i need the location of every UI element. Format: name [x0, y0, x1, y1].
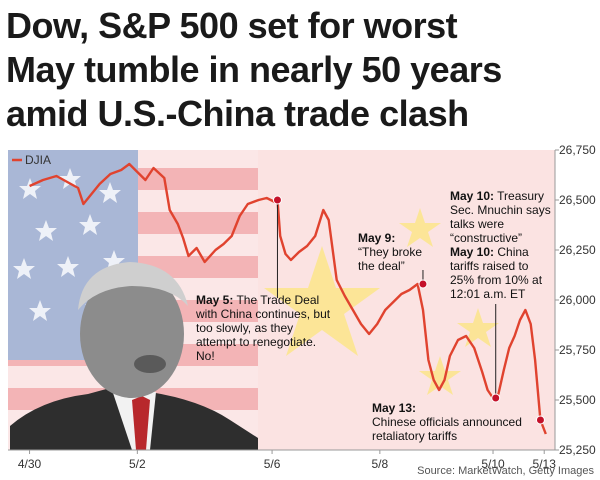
- star-icon: [57, 256, 79, 277]
- annotation-line: talks were: [450, 217, 504, 231]
- x-tick-label: 4/30: [18, 457, 42, 471]
- y-tick-label: 25,250: [559, 443, 596, 457]
- legend-label: DJIA: [25, 153, 51, 167]
- event-marker: [535, 415, 545, 425]
- annotation-line: tariffs raised to: [450, 259, 529, 273]
- star-icon: [35, 220, 57, 241]
- marker-layer: [272, 195, 545, 425]
- x-tick-label: 5/2: [129, 457, 146, 471]
- annotation-line: the deal”: [358, 259, 405, 273]
- star-icon: [19, 178, 41, 199]
- annotation-may9: May 9: “They broke the deal”: [358, 231, 422, 273]
- star-icon: [399, 208, 441, 247]
- x-tick-label: 5/6: [264, 457, 281, 471]
- star-icon: [59, 168, 81, 189]
- y-tick-label: 25,500: [559, 393, 596, 407]
- annotation-line: May 10: Treasury: [450, 189, 544, 203]
- event-marker: [418, 279, 428, 289]
- x-tick-label: 5/13: [533, 457, 557, 471]
- headline-line-1: Dow, S&P 500 set for worst: [6, 5, 458, 46]
- event-marker: [272, 195, 282, 205]
- annotation-line: Chinese officials announced: [372, 415, 522, 429]
- annotation-line: “constructive”: [450, 231, 522, 245]
- y-tick-label: 25,750: [559, 343, 596, 357]
- annotation-line: too slowly, as they: [196, 321, 293, 335]
- annotation-line: with China continues, but: [195, 307, 331, 321]
- china-flag-stars: [264, 208, 499, 395]
- annotation-line: No!: [196, 349, 215, 363]
- y-tick-label: 26,500: [559, 193, 596, 207]
- y-tick-label: 26,250: [559, 243, 596, 257]
- annotation-line: 25% from 10% at: [450, 273, 543, 287]
- headline: Dow, S&P 500 set for worst May tumble in…: [6, 4, 596, 136]
- legend: DJIA: [12, 153, 51, 167]
- x-tick-label: 5/8: [372, 457, 389, 471]
- annotation-may10b: May 10: China tariffs raised to 25% from 1…: [450, 245, 543, 301]
- annotation-line: “They broke: [358, 245, 422, 259]
- headline-line-3: amid U.S.-China trade clash: [6, 93, 469, 134]
- annotation-may13: May 13: Chinese officials announced retali…: [372, 401, 522, 443]
- star-icon: [457, 308, 499, 347]
- star-icon: [99, 182, 121, 203]
- annotation-line: May 13:: [372, 401, 416, 415]
- headline-line-2: May tumble in nearly 50 years: [6, 49, 502, 90]
- x-tick-label: 5/10: [481, 457, 505, 471]
- series-layer: [29, 162, 547, 435]
- star-icon: [29, 300, 51, 321]
- y-tick-label: 26,750: [559, 143, 596, 157]
- djia-chart: 25,250 25,500 25,750 26,000 26,250 26,500 26,7…: [8, 143, 596, 477]
- annotation-line: May 10: China: [450, 245, 529, 259]
- source-credit: Source: MarketWatch, Getty Images: [417, 465, 594, 477]
- star-icon: [79, 214, 101, 235]
- annotation-line: Sec. Mnuchin says: [450, 203, 551, 217]
- annotation-may5: May 5: The Trade Deal with China continue…: [195, 293, 331, 363]
- annotation-line: May 5: The Trade Deal: [196, 293, 319, 307]
- portrait-tie: [132, 396, 150, 450]
- event-marker: [491, 393, 501, 403]
- annotation-may10a: May 10: Treasury Sec. Mnuchin says talks w…: [450, 189, 551, 245]
- djia-line: [29, 162, 547, 435]
- annotation-line: attempt to renegotiate.: [196, 335, 316, 349]
- annotation-line: 12:01 a.m. ET: [450, 287, 526, 301]
- y-tick-label: 26,000: [559, 293, 596, 307]
- star-icon: [419, 356, 461, 395]
- star-icon: [13, 258, 35, 279]
- y-axis: 25,250 25,500 25,750 26,000 26,250 26,500 26,7…: [554, 143, 596, 457]
- x-axis: 4/30 5/2 5/6 5/8 5/10 5/13: [8, 449, 557, 471]
- annotation-layer: May 5: The Trade Deal with China continue…: [195, 189, 551, 443]
- star-icon: [264, 246, 380, 356]
- annotation-line: retaliatory tariffs: [372, 429, 457, 443]
- annotation-line: May 9:: [358, 231, 395, 245]
- portrait-hair: [78, 262, 188, 310]
- portrait-mouth: [134, 355, 166, 373]
- portrait-photo: [10, 262, 258, 450]
